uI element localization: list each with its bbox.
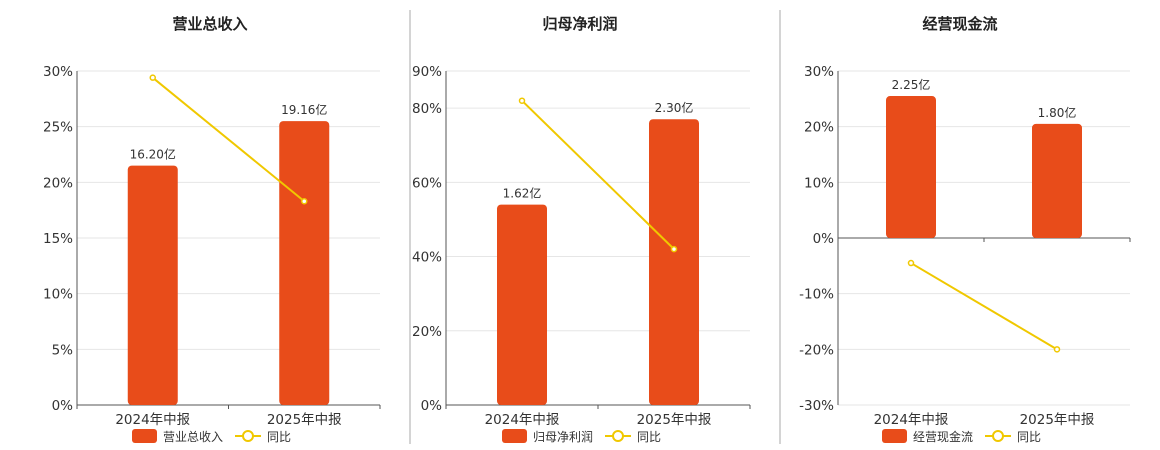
y-tick-label: 0% (421, 398, 443, 414)
y-tick-label: 0% (813, 231, 835, 247)
yoy-line (521, 99, 675, 250)
y-tick-label: 10% (43, 287, 73, 303)
bar-data-label: 19.16亿 (281, 102, 327, 117)
y-tick-label: 15% (43, 231, 73, 247)
yoy-line (152, 76, 305, 203)
y-tick-label: 20% (43, 175, 73, 191)
chart-title: 归母净利润 (542, 15, 617, 33)
y-tick-label: 60% (412, 175, 442, 191)
x-category-label: 2024年中报 (485, 412, 560, 428)
y-tick-label: 30% (43, 64, 73, 80)
legend-line-marker (992, 430, 1004, 442)
chart-title: 经营现金流 (922, 15, 997, 33)
bar-data-label: 1.80亿 (1038, 105, 1077, 120)
yoy-point (670, 245, 678, 253)
legend-line-label: 同比 (637, 430, 661, 444)
bar-data-label: 1.62亿 (503, 186, 542, 201)
y-tick-label: 90% (412, 64, 442, 80)
legend-bar-label: 归母净利润 (533, 430, 593, 444)
yoy-point (301, 198, 308, 205)
bar-data-label: 16.20亿 (130, 147, 176, 162)
y-tick-label: 20% (804, 120, 834, 136)
x-category-label: 2024年中报 (874, 412, 949, 428)
yoy-point (1053, 346, 1061, 353)
y-tick-label: -20% (799, 342, 834, 358)
x-category-label: 2025年中报 (267, 412, 342, 428)
x-category-label: 2025年中报 (1020, 412, 1095, 428)
bar (649, 119, 699, 405)
y-tick-label: 40% (412, 250, 442, 266)
y-tick-label: 80% (412, 101, 442, 117)
legend-line-marker (242, 430, 254, 442)
bar (127, 165, 178, 405)
legend-bar-swatch (132, 429, 157, 443)
y-tick-label: 0% (52, 398, 74, 414)
y-tick-label: -30% (799, 398, 834, 414)
legend-line-label: 同比 (1017, 430, 1041, 444)
y-tick-label: 20% (412, 324, 442, 340)
y-tick-label: 5% (52, 342, 74, 358)
yoy-point (907, 259, 915, 267)
legend-line-marker (612, 430, 624, 442)
y-tick-label: -10% (799, 287, 834, 303)
y-tick-label: 10% (804, 175, 834, 191)
legend-bar-swatch (882, 429, 907, 443)
bar-data-label: 2.25亿 (892, 77, 931, 92)
bar (1032, 123, 1082, 238)
legend-line-label: 同比 (267, 430, 291, 444)
x-category-label: 2025年中报 (637, 412, 712, 428)
legend-bar-label: 经营现金流 (913, 429, 973, 444)
yoy-line (910, 262, 1058, 351)
bar-data-label: 2.30亿 (655, 100, 694, 115)
bar (497, 204, 547, 405)
bar (279, 121, 330, 405)
y-tick-label: 30% (804, 64, 834, 80)
yoy-point (518, 97, 526, 104)
chart-title: 营业总收入 (172, 15, 247, 33)
bar (886, 96, 936, 238)
legend-bar-label: 营业总收入 (163, 430, 223, 444)
yoy-point (149, 74, 156, 81)
y-tick-label: 25% (43, 120, 73, 136)
legend-bar-swatch (502, 429, 527, 443)
x-category-label: 2024年中报 (115, 412, 190, 428)
